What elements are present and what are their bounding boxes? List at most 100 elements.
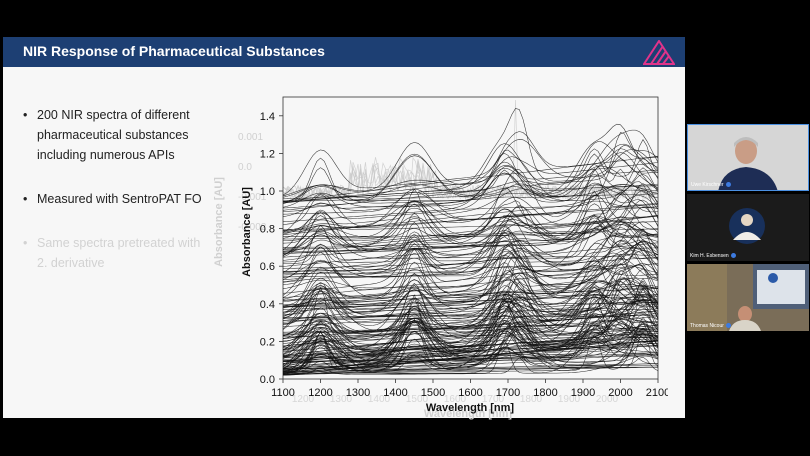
y-axis-label: Absorbance [AU] — [241, 187, 253, 277]
bullet-list: 200 NIR spectra of different pharmaceuti… — [23, 105, 213, 297]
spectrum-line — [282, 305, 659, 359]
overlay-x-tick-label: 1900 — [558, 394, 581, 405]
spectrum-line — [282, 187, 659, 241]
y-tick-label: 0.2 — [260, 336, 275, 348]
participant-tile-2[interactable]: Kim H. Esbensen — [687, 194, 809, 261]
x-axis-label: Wavelength [nm] — [426, 402, 515, 414]
spectrum-line — [282, 157, 659, 202]
spectrum-line — [282, 211, 659, 232]
spectrum-line — [282, 297, 659, 362]
overlay-x-tick-label: 1600 — [444, 394, 467, 405]
participant-tile-1[interactable]: Uwe Kirschner — [687, 124, 809, 191]
spectrum-line — [282, 240, 659, 321]
spectrum-line — [282, 256, 659, 301]
x-tick-label: 1100 — [271, 387, 295, 399]
presentation-slide: NIR Response of Pharmaceutical Substance… — [3, 37, 685, 420]
spectrum-line — [282, 248, 659, 307]
x-tick-label: 1300 — [346, 387, 370, 399]
x-tick-label: 1600 — [458, 387, 482, 399]
spectrum-line — [282, 264, 659, 347]
spectrum-line — [282, 190, 659, 279]
spectrum-line — [282, 222, 659, 298]
spectrum-line — [282, 332, 659, 372]
spectrum-line — [282, 187, 659, 252]
bullet-item-faded: Same spectra pretreated with 2. derivati… — [23, 233, 213, 273]
spectrum-line — [282, 234, 659, 316]
spectrum-line — [282, 319, 659, 373]
x-tick-label: 1900 — [571, 387, 595, 399]
y-tick-label: 1.2 — [260, 148, 275, 160]
video-participants-panel: Uwe Kirschner Kim H. Esbensen Thomas Nic… — [687, 124, 810, 332]
spectrum-line — [282, 132, 659, 202]
spectrum-line — [282, 240, 659, 313]
spectrum-line — [282, 289, 659, 318]
spectrum-line — [282, 250, 659, 307]
overlay-x-tick-label: 1400 — [368, 394, 391, 405]
bullet-item: Measured with SentroPAT FO — [23, 189, 213, 209]
overlay-x-axis-label: Wavelength [nm] — [424, 408, 513, 420]
spectrum-line — [282, 328, 659, 363]
spectrum-line — [282, 310, 659, 370]
spectrum-line — [282, 228, 659, 263]
participant-name: Thomas Nicour — [690, 323, 731, 329]
spectrum-line — [282, 294, 659, 373]
spectrum-line — [282, 291, 658, 321]
spectrum-line — [282, 239, 659, 272]
spectrum-line — [282, 274, 659, 323]
x-tick-label: 1800 — [533, 387, 557, 399]
spectrum-line — [282, 123, 659, 217]
spectrum-line — [282, 153, 659, 198]
spectrum-line — [282, 307, 659, 368]
spectrum-line — [282, 303, 659, 369]
y-tick-label: 0.8 — [260, 224, 275, 236]
spectrum-line — [283, 319, 658, 370]
x-tick-label: 2000 — [608, 387, 632, 399]
y-tick-label: 0.4 — [260, 299, 275, 311]
participant-name: Kim H. Esbensen — [690, 253, 736, 259]
overlay-x-tick-label: 2000 — [596, 394, 619, 405]
spectrum-line — [282, 191, 659, 244]
spectrum-line — [282, 234, 659, 274]
spectrum-line — [282, 240, 659, 301]
spectrum-line — [282, 228, 659, 299]
slide-title: NIR Response of Pharmaceutical Substance… — [23, 43, 325, 59]
overlay-x-tick-label: 1200 — [292, 394, 315, 405]
spectrum-line — [282, 277, 659, 317]
y-tick-label: 0.6 — [260, 261, 275, 273]
participant-name: Uwe Kirschner — [691, 182, 731, 188]
spectrum-line — [282, 145, 659, 215]
spectrum-line — [282, 269, 659, 339]
mic-icon — [725, 323, 731, 329]
x-tick-label: 1700 — [496, 387, 520, 399]
spectrum-line — [282, 139, 659, 197]
spectrum-line — [282, 200, 659, 232]
spectrum-line — [282, 296, 659, 328]
y-tick-label: 1.0 — [260, 186, 275, 198]
spectrum-line — [282, 141, 659, 202]
spectrum-line — [282, 313, 659, 333]
spectrum-line — [282, 108, 659, 203]
overlay-trace — [282, 159, 659, 200]
spectrum-line — [282, 240, 659, 303]
participant-video-icon — [687, 264, 809, 331]
spectrum-line — [282, 270, 659, 334]
spectrum-line — [282, 197, 659, 258]
participant-tile-3[interactable]: Thomas Nicour — [687, 264, 809, 331]
spectrum-line — [282, 168, 659, 233]
overlay-y-axis-label: Absorbance [AU] — [213, 177, 225, 267]
overlay-x-tick-label: 1700 — [482, 394, 505, 405]
spectrum-line — [283, 231, 659, 278]
spectrum-line — [282, 206, 659, 276]
company-logo-icon — [643, 40, 675, 65]
spectrum-line — [282, 308, 659, 347]
spectrum-line — [282, 277, 659, 367]
spectrum-line — [282, 305, 658, 357]
spectrum-line — [282, 274, 659, 318]
spectrum-line — [282, 249, 659, 300]
spectrum-line — [282, 208, 659, 256]
spectrum-line — [282, 266, 659, 362]
nir-spectra-chart: Absorbance [AU] Wavelength [nm] 0.001 0.0… — [213, 96, 668, 420]
spectrum-line — [282, 280, 659, 337]
spectrum-line — [282, 184, 659, 212]
x-tick-label: 1200 — [308, 387, 332, 399]
